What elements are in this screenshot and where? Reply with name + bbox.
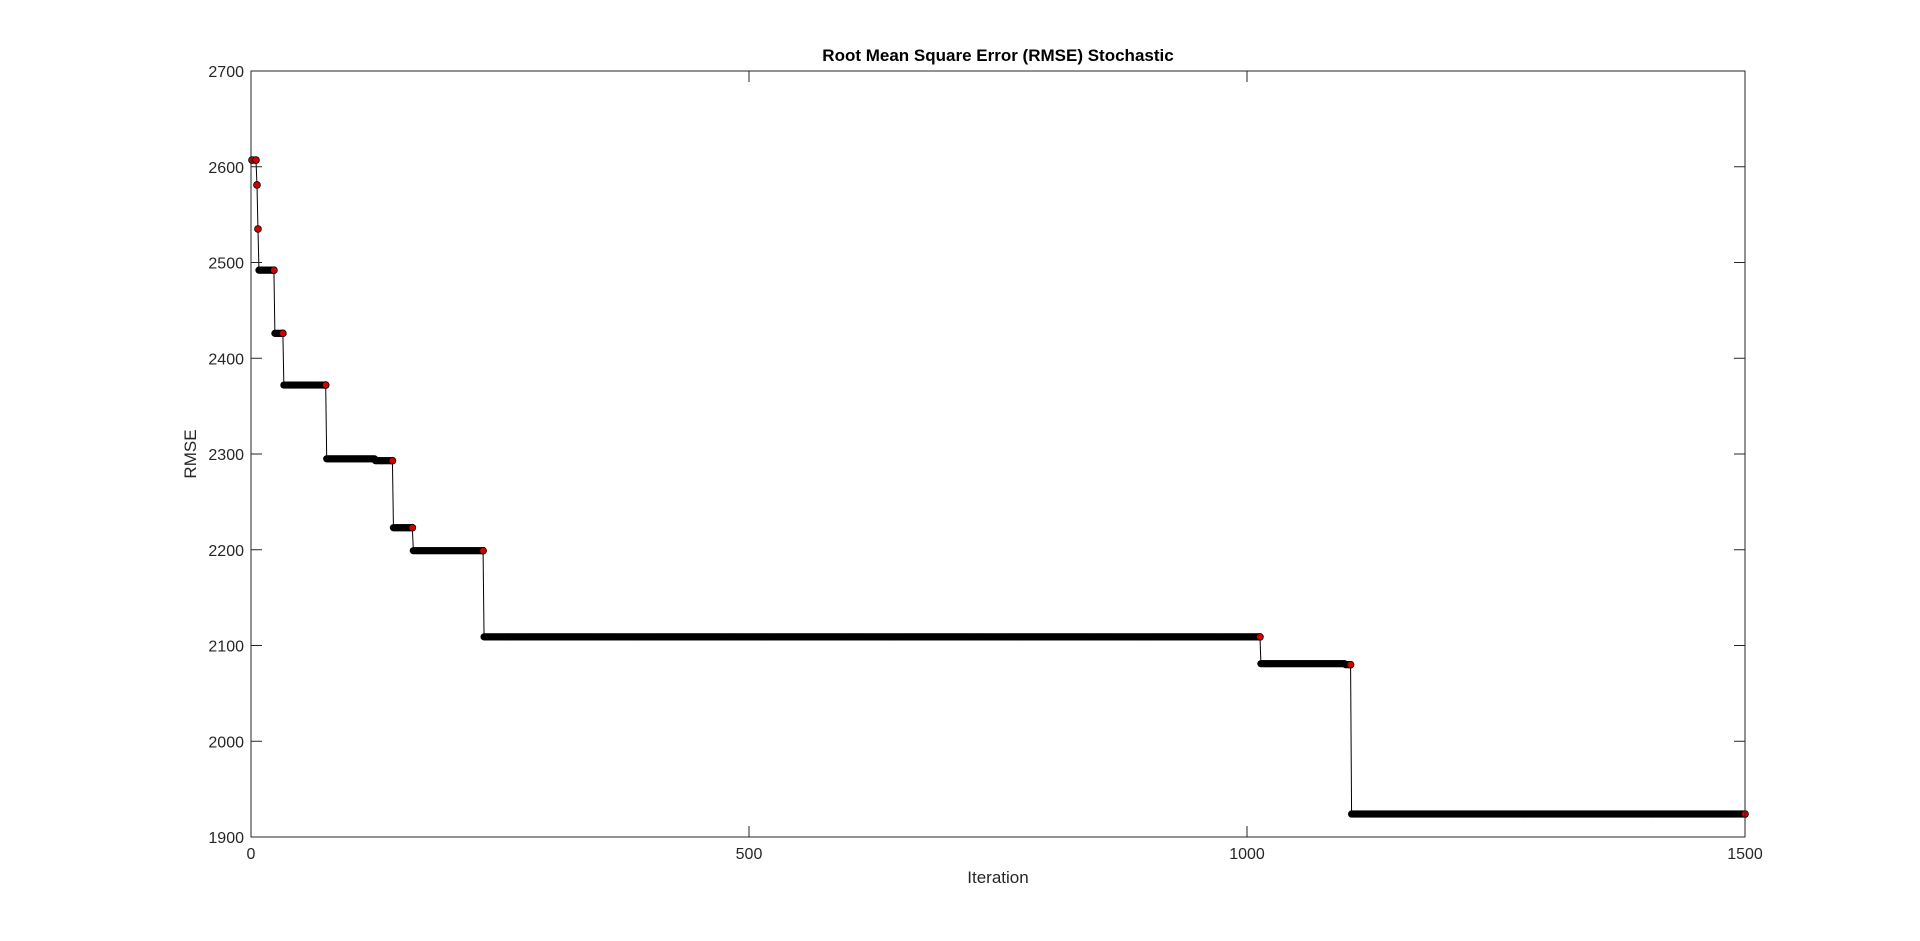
- plateau-markers: [1257, 660, 1349, 668]
- y-tick-label: 2600: [208, 160, 244, 177]
- improvement-point: [279, 329, 287, 338]
- y-axis-label: RMSE: [181, 429, 200, 478]
- x-tick-label: 0: [247, 846, 256, 863]
- y-tick-label: 2500: [208, 256, 244, 273]
- plateau-markers: [323, 455, 379, 463]
- y-tick-label: 2000: [208, 734, 244, 751]
- improvement-point: [1346, 660, 1355, 669]
- chart-title: Root Mean Square Error (RMSE) Stochastic: [822, 46, 1173, 65]
- plateau-markers: [409, 547, 487, 555]
- plot-area: [251, 71, 1745, 837]
- y-tick-label: 1900: [208, 830, 244, 847]
- improvement-point: [321, 381, 330, 389]
- x-axis-label: Iteration: [967, 868, 1028, 887]
- improvement-point: [388, 456, 397, 465]
- y-tick-label: 2100: [208, 639, 244, 656]
- plateau-markers: [1347, 810, 1749, 818]
- y-tick-label: 2300: [208, 447, 244, 464]
- improvement-point: [408, 523, 417, 532]
- x-tick-label: 500: [736, 846, 763, 863]
- plateau-markers: [480, 633, 1264, 641]
- x-tick-label: 1000: [1229, 846, 1265, 863]
- improvement-point: [254, 225, 262, 233]
- improvement-point: [479, 546, 487, 555]
- y-tick-label: 2700: [208, 64, 244, 81]
- x-tick-label: 1500: [1727, 846, 1763, 863]
- improvement-point: [270, 266, 278, 274]
- y-tick-label: 2400: [208, 351, 244, 368]
- y-tick-label: 2200: [208, 543, 244, 560]
- improvement-point: [252, 156, 260, 164]
- improvement-point: [1256, 633, 1264, 641]
- improvement-point: [253, 181, 261, 189]
